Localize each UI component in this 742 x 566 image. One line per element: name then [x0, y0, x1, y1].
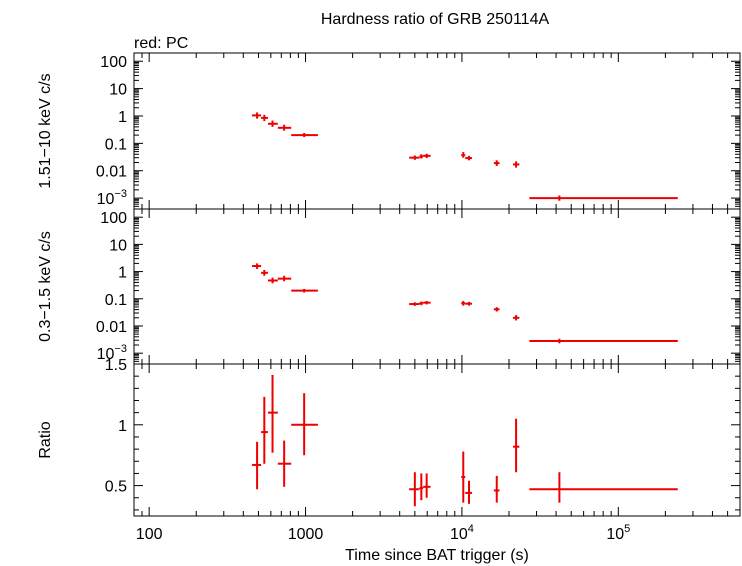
data-point — [419, 154, 424, 159]
y-tick-label: 0.1 — [105, 292, 127, 309]
data-point — [277, 124, 292, 131]
data-point — [261, 269, 268, 276]
y-tick-label: 1.5 — [105, 357, 127, 374]
data-point — [461, 152, 466, 158]
y-tick-label: 1 — [118, 109, 127, 126]
y-tick-label: 0.1 — [105, 136, 127, 153]
data-point — [423, 153, 431, 159]
y-axis-label: Ratio — [37, 421, 54, 458]
data-point — [277, 440, 292, 487]
data-point — [465, 480, 473, 504]
data-point — [529, 195, 678, 201]
y-tick-label: 10 — [109, 237, 127, 254]
y-tick-label: 0.5 — [105, 479, 127, 496]
x-tick-label: 104 — [450, 523, 474, 543]
data-point — [277, 275, 292, 282]
data-point — [291, 393, 318, 456]
data-point — [512, 418, 520, 473]
x-tick-label: 100 — [136, 526, 163, 543]
data-point — [409, 302, 420, 306]
data-point — [419, 301, 424, 306]
data-point — [493, 475, 500, 503]
panel-frame — [133, 363, 741, 517]
data-point — [261, 114, 268, 122]
data-point — [493, 307, 500, 312]
data-point — [512, 161, 520, 168]
data-point — [423, 300, 431, 305]
y-tick-label: 0.01 — [96, 319, 127, 336]
data-point — [529, 472, 678, 503]
data-point — [409, 155, 420, 160]
data-point — [512, 315, 520, 321]
x-axis-label: Time since BAT trigger (s) — [345, 547, 529, 564]
data-point — [267, 374, 278, 453]
data-point — [493, 160, 500, 166]
data-point — [529, 338, 678, 344]
data-point — [291, 132, 318, 138]
y-axis-label: 1.51−10 keV c/s — [37, 73, 54, 188]
data-point — [461, 451, 466, 503]
data-point — [261, 396, 268, 464]
panel-3: 1.5 1 0.5 Ratio — [37, 357, 741, 517]
data-point — [252, 112, 262, 119]
y-tick-label: 1 — [118, 265, 127, 282]
panel-frame — [133, 52, 741, 210]
data-point — [419, 473, 424, 501]
y-axis-label: 0.3−1.5 keV c/s — [37, 231, 54, 342]
data-point — [409, 472, 420, 507]
data-point — [423, 473, 431, 498]
panel-1: 100 10 1 0.1 0.01 10−3 1.51−10 keV c/s — [37, 52, 741, 210]
y-tick-label: 1 — [118, 418, 127, 435]
data-point — [267, 277, 278, 284]
x-tick-label: 105 — [606, 523, 630, 543]
y-tick-label: 0.01 — [96, 164, 127, 181]
data-point — [465, 301, 473, 306]
data-point — [461, 300, 466, 306]
data-point — [291, 288, 318, 293]
y-tick-label: 10−3 — [97, 188, 127, 208]
data-point — [252, 441, 262, 490]
data-point — [267, 120, 278, 127]
legend-note: red: PC — [134, 35, 188, 52]
y-tick-label: 100 — [100, 54, 127, 71]
chart-title: Hardness ratio of GRB 250114A — [321, 11, 550, 28]
y-tick-label: 100 — [100, 210, 127, 227]
data-point — [465, 155, 473, 161]
y-tick-label: 10 — [109, 82, 127, 99]
data-point — [252, 263, 262, 269]
x-tick-label: 1000 — [288, 526, 324, 543]
